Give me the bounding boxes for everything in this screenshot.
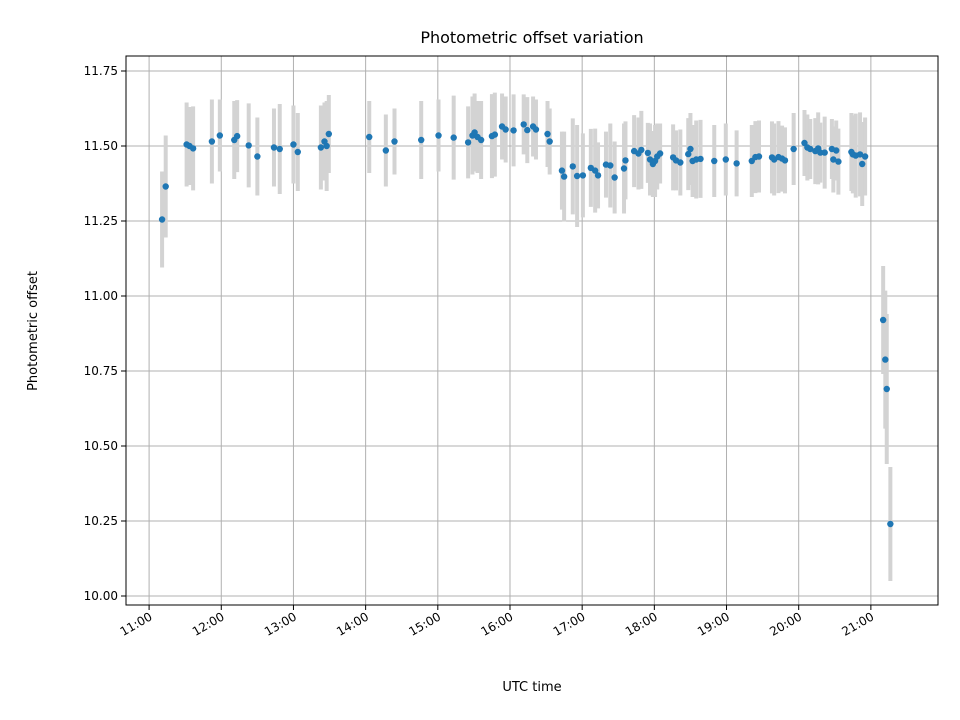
data-point xyxy=(711,157,718,165)
data-point xyxy=(579,172,587,179)
data-point xyxy=(158,216,166,223)
x-tick-label: 18:00 xyxy=(623,609,660,638)
data-point xyxy=(790,145,797,153)
y-tick-label: 11.00 xyxy=(84,289,118,303)
data-point xyxy=(491,131,499,138)
data-point xyxy=(859,160,866,168)
data-point xyxy=(622,157,629,164)
x-tick-label: 17:00 xyxy=(551,609,588,638)
error-bars xyxy=(160,92,893,581)
x-tick-label: 16:00 xyxy=(479,609,516,638)
data-point xyxy=(594,172,602,179)
y-tick-label: 10.50 xyxy=(84,439,118,453)
data-point xyxy=(216,132,224,139)
data-point xyxy=(558,167,566,174)
data-point xyxy=(722,156,729,163)
x-axis: 11:00 12:00 13:00 14:00 15:00 16:00 17:00 18:00… xyxy=(118,605,876,639)
data-point xyxy=(502,126,509,133)
data-point xyxy=(887,520,894,528)
data-point xyxy=(644,149,652,157)
x-tick-label: 19:00 xyxy=(695,609,732,638)
data-point xyxy=(366,133,373,141)
data-point xyxy=(418,136,425,144)
data-point xyxy=(697,155,704,163)
x-tick-label: 20:00 xyxy=(767,609,804,638)
x-tick-label: 13:00 xyxy=(262,609,299,638)
data-point xyxy=(638,146,645,154)
data-point xyxy=(520,121,527,128)
data-point xyxy=(162,183,169,190)
data-point xyxy=(569,163,576,170)
data-point xyxy=(687,145,694,153)
data-point xyxy=(524,126,531,134)
data-point xyxy=(532,126,540,133)
data-point xyxy=(464,139,472,146)
data-point xyxy=(544,130,551,138)
y-tick-label: 10.25 xyxy=(84,514,118,528)
data-point xyxy=(879,316,887,324)
data-point xyxy=(755,153,763,160)
y-tick-label: 10.75 xyxy=(84,364,118,378)
plot-area xyxy=(125,55,939,606)
data-point xyxy=(733,160,740,167)
data-point xyxy=(835,158,842,165)
x-tick-label: 21:00 xyxy=(839,609,876,638)
data-point xyxy=(856,151,864,158)
x-tick-label: 11:00 xyxy=(118,609,155,638)
data-point xyxy=(807,145,814,153)
data-points xyxy=(158,121,894,528)
data-point xyxy=(677,159,684,166)
data-point xyxy=(882,356,889,363)
x-tick-label: 14:00 xyxy=(334,609,371,638)
data-point xyxy=(573,172,581,180)
data-point xyxy=(830,156,837,163)
data-point xyxy=(391,138,398,145)
data-point xyxy=(254,153,261,160)
data-point xyxy=(821,149,828,156)
y-axis: 10.00 10.25 10.50 10.75 11.00 11.25 11.50 11.75 xyxy=(84,64,126,603)
data-point xyxy=(276,145,283,153)
data-point xyxy=(450,134,457,141)
data-point xyxy=(607,162,614,169)
data-point xyxy=(781,157,789,164)
data-point xyxy=(510,127,517,134)
y-axis-label: Photometric offset xyxy=(26,271,41,391)
data-point xyxy=(382,147,390,154)
data-point xyxy=(294,148,301,156)
data-point xyxy=(270,144,278,151)
data-point xyxy=(833,147,840,154)
data-point xyxy=(317,144,325,151)
chart-title: Photometric offset variation xyxy=(420,28,643,47)
data-point xyxy=(611,174,618,181)
x-tick-label: 15:00 xyxy=(406,609,443,638)
data-point xyxy=(435,132,442,139)
data-point xyxy=(620,165,628,172)
y-tick-label: 11.75 xyxy=(84,64,118,78)
data-point xyxy=(290,141,297,148)
data-point xyxy=(245,142,252,149)
data-point xyxy=(189,145,197,152)
data-point xyxy=(560,173,568,180)
y-tick-label: 11.25 xyxy=(84,214,118,228)
data-point xyxy=(883,385,890,393)
x-axis-label: UTC time xyxy=(502,680,561,695)
data-point xyxy=(323,142,330,150)
data-point xyxy=(591,167,599,174)
data-point xyxy=(685,150,692,158)
y-tick-label: 10.00 xyxy=(84,589,118,603)
data-point xyxy=(656,150,664,157)
data-point xyxy=(861,153,869,160)
data-point xyxy=(208,138,216,145)
data-point xyxy=(325,130,333,138)
data-point xyxy=(233,132,241,140)
data-point xyxy=(546,138,553,145)
x-tick-label: 12:00 xyxy=(190,609,227,638)
data-point xyxy=(477,136,485,144)
y-tick-label: 11.50 xyxy=(84,139,118,153)
